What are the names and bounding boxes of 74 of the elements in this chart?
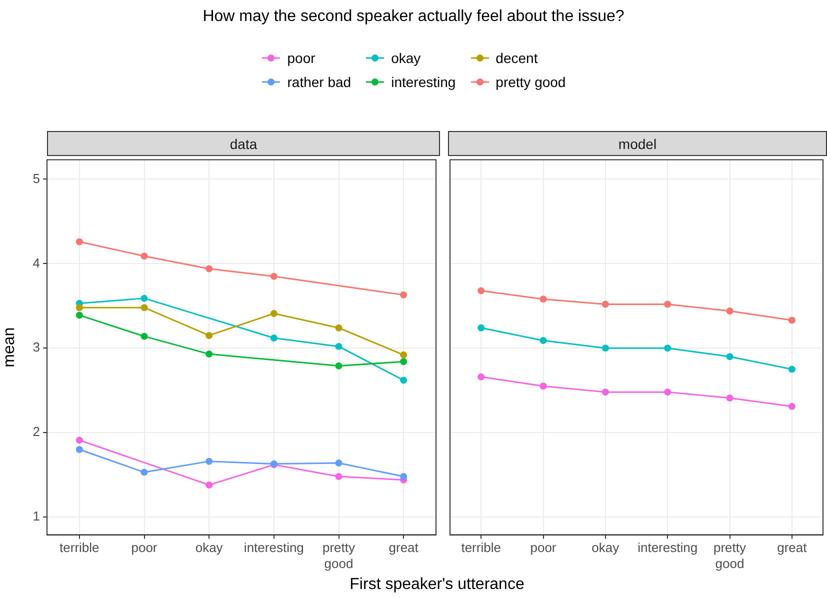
point (602, 388, 609, 396)
x-tick-label: poor (530, 540, 557, 556)
point (726, 307, 734, 314)
point (602, 300, 609, 308)
point (140, 304, 148, 312)
chart-subtitle: data (47, 131, 440, 156)
point (540, 337, 547, 344)
y-tick-label: 5 (32, 170, 40, 186)
point (400, 376, 408, 384)
x-axis-title: First speaker's utterance (348, 576, 526, 594)
point (478, 373, 485, 380)
point (726, 394, 734, 402)
point (206, 481, 213, 488)
point (270, 272, 278, 280)
point (400, 291, 408, 298)
y-tick-label: 2 (32, 424, 40, 440)
y-tick-label: 4 (32, 255, 40, 270)
legend-label: pretty good (496, 74, 566, 90)
point (140, 252, 148, 260)
y-tick-label: 1 (32, 508, 40, 524)
point (76, 436, 83, 444)
point (76, 238, 83, 246)
x-tick-label: terrible (60, 540, 100, 556)
point (788, 402, 796, 410)
x-tick-label: okay (592, 540, 620, 556)
point (206, 458, 213, 465)
y-tick-label: 3 (32, 340, 40, 355)
x-tick-label: okay (195, 540, 224, 556)
point (540, 296, 547, 303)
x-tick-label: interesting (244, 540, 304, 556)
chart-title: How may the second speaker actually feel about the issue? (202, 8, 626, 26)
point (76, 304, 83, 312)
x-tick-label: pretty good (713, 540, 747, 571)
point (664, 344, 672, 352)
legend-label: interesting (391, 74, 456, 90)
point (726, 353, 734, 360)
point (140, 294, 148, 302)
point (664, 300, 672, 308)
x-tick-label: pretty good (322, 540, 356, 571)
chart-subtitle: model (448, 131, 827, 156)
point (76, 446, 83, 453)
point (478, 324, 485, 332)
point (788, 366, 796, 373)
point (206, 332, 213, 339)
y-axis-title: mean (1, 327, 18, 368)
point (602, 344, 609, 352)
legend-label: rather bad (287, 74, 352, 90)
point (206, 350, 213, 358)
point (76, 312, 83, 319)
point (140, 468, 148, 476)
point (335, 460, 342, 467)
point (400, 351, 408, 358)
point (206, 265, 213, 272)
point (270, 334, 278, 342)
point (788, 316, 796, 324)
point (540, 382, 547, 390)
x-tick-label: great (388, 540, 419, 556)
point (270, 310, 278, 318)
point (335, 342, 342, 350)
x-tick-label: terrible (461, 540, 501, 556)
legend-label: okay (391, 50, 421, 66)
point (400, 473, 408, 480)
x-tick-label: great (777, 540, 808, 556)
point (335, 473, 342, 480)
legend-label: decent (496, 50, 538, 66)
point (664, 388, 672, 396)
point (335, 362, 342, 370)
point (400, 358, 408, 366)
legend-label: poor (287, 50, 316, 66)
x-tick-label: poor (131, 540, 158, 556)
point (140, 332, 148, 340)
point (478, 287, 485, 294)
x-tick-label: interesting (638, 540, 698, 556)
point (335, 324, 342, 332)
